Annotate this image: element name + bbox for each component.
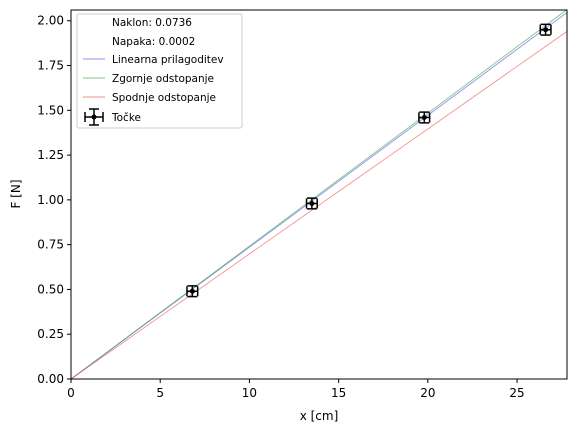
legend: Naklon: 0.0736 Napaka: 0.0002 Linearna p… [76, 13, 243, 129]
x-tick-label-4: 20 [420, 386, 435, 400]
data-point-2 [418, 111, 431, 124]
x-axis-label: x [cm] [300, 409, 339, 423]
y-tick-label-8: 2.00 [37, 14, 64, 28]
legend-swatch-points [84, 108, 104, 126]
legend-label-fit: Linearna prilagoditev [112, 54, 224, 66]
legend-label-points: Točke [111, 112, 141, 124]
y-tick-label-7: 1.75 [37, 59, 64, 73]
fit-lines [71, 10, 567, 379]
x-tick-label-0: 0 [67, 386, 75, 400]
legend-annotation-error: Napaka: 0.0002 [112, 36, 195, 48]
x-axis: 0 5 10 15 20 25 [67, 379, 525, 400]
data-points [186, 23, 552, 298]
y-tick-label-6: 1.50 [37, 103, 64, 117]
x-tick-label-2: 10 [242, 386, 257, 400]
legend-box [76, 13, 243, 129]
legend-label-upper: Zgornje odstopanje [112, 73, 214, 85]
y-tick-label-5: 1.25 [37, 148, 64, 162]
plot-frame [70, 9, 568, 380]
legend-label-lower: Spodnje odstopanje [112, 92, 216, 104]
y-tick-label-0: 0.00 [37, 372, 64, 386]
y-tick-label-2: 0.50 [37, 282, 64, 296]
y-axis: 0.00 0.25 0.50 0.75 1.00 1.25 1.50 1.75 2.00 [37, 14, 71, 386]
x-tick-label-3: 15 [331, 386, 346, 400]
legend-annotation-slope: Naklon: 0.0736 [112, 17, 192, 29]
y-axis-label: F [N] [9, 179, 23, 208]
y-tick-label-4: 1.00 [37, 193, 64, 207]
y-tick-label-1: 0.25 [37, 327, 64, 341]
x-tick-label-5: 25 [509, 386, 524, 400]
data-point-1 [305, 197, 318, 210]
x-tick-label-1: 5 [156, 386, 164, 400]
y-tick-label-3: 0.75 [37, 238, 64, 252]
fit-line-2 [71, 31, 567, 379]
data-point-0 [186, 285, 199, 298]
fit-line-1 [71, 10, 567, 379]
data-point-3 [539, 23, 552, 36]
